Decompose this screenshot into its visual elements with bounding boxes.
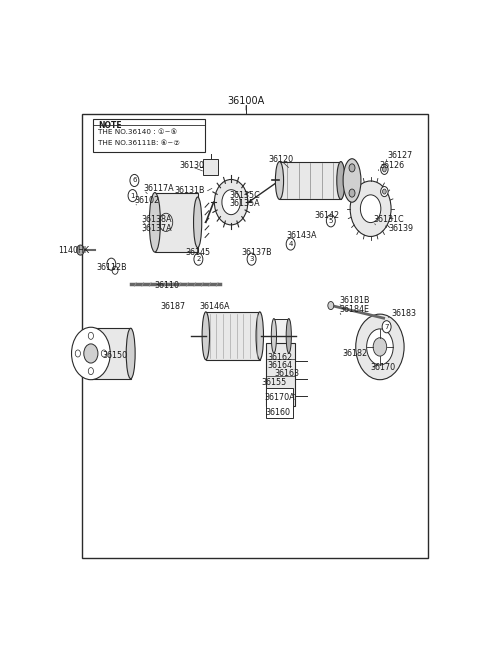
Circle shape — [383, 167, 386, 172]
Bar — [206, 312, 260, 360]
Circle shape — [130, 174, 139, 187]
Text: 36131C: 36131C — [373, 215, 404, 224]
Bar — [94, 119, 205, 152]
Text: 2: 2 — [196, 256, 201, 262]
Text: 6: 6 — [132, 178, 137, 183]
Circle shape — [360, 195, 381, 223]
Text: 36139: 36139 — [388, 224, 413, 233]
Ellipse shape — [149, 193, 160, 252]
Text: 36142: 36142 — [314, 212, 340, 220]
Ellipse shape — [193, 197, 202, 248]
Circle shape — [101, 350, 107, 357]
Circle shape — [222, 190, 240, 215]
Circle shape — [326, 215, 335, 227]
Text: 36164: 36164 — [268, 360, 293, 369]
Text: 36182: 36182 — [343, 349, 368, 358]
Text: 36170A: 36170A — [265, 393, 296, 402]
Text: 36110: 36110 — [155, 281, 180, 290]
Circle shape — [382, 321, 391, 333]
Text: 36163: 36163 — [275, 369, 300, 378]
Text: 36145: 36145 — [186, 248, 211, 257]
Text: 36187: 36187 — [161, 302, 186, 311]
Circle shape — [356, 314, 404, 380]
Circle shape — [350, 181, 391, 236]
Text: 36183: 36183 — [391, 309, 416, 318]
Text: 36137B: 36137B — [242, 248, 273, 257]
Text: 1140HK: 1140HK — [59, 246, 90, 255]
Text: 5: 5 — [329, 218, 333, 224]
Text: NOTE: NOTE — [98, 121, 121, 130]
Bar — [203, 159, 218, 176]
Circle shape — [286, 238, 295, 250]
Circle shape — [75, 350, 81, 357]
Ellipse shape — [271, 318, 276, 353]
Circle shape — [328, 301, 334, 310]
Circle shape — [373, 338, 387, 356]
Circle shape — [383, 189, 386, 194]
Ellipse shape — [337, 162, 345, 199]
Circle shape — [84, 344, 98, 363]
Text: 36146A: 36146A — [199, 302, 229, 311]
Bar — [92, 328, 131, 379]
Text: 36160: 36160 — [265, 408, 290, 417]
Bar — [83, 114, 428, 558]
Bar — [155, 193, 198, 252]
Circle shape — [88, 367, 94, 375]
Circle shape — [72, 328, 110, 380]
Ellipse shape — [343, 159, 361, 202]
Text: 36138A: 36138A — [141, 215, 171, 224]
Text: 36184E: 36184E — [339, 305, 369, 314]
Text: 36131B: 36131B — [175, 186, 205, 195]
Text: 1: 1 — [130, 193, 135, 198]
Text: 36100A: 36100A — [228, 96, 264, 106]
Text: 36170: 36170 — [371, 363, 396, 371]
Text: 36117A: 36117A — [144, 184, 174, 193]
Text: 36127: 36127 — [387, 151, 413, 160]
Circle shape — [381, 187, 388, 196]
Bar — [266, 343, 296, 406]
Circle shape — [247, 253, 256, 265]
Text: 36120: 36120 — [269, 155, 294, 164]
Bar — [279, 162, 341, 199]
Text: 4: 4 — [288, 241, 293, 247]
Text: 36135C: 36135C — [229, 191, 260, 200]
Text: 3: 3 — [249, 256, 254, 262]
Text: 36130: 36130 — [180, 161, 204, 170]
Circle shape — [194, 253, 203, 265]
Ellipse shape — [256, 312, 264, 360]
Text: 36126: 36126 — [379, 161, 404, 170]
Text: 36162: 36162 — [268, 352, 293, 362]
Circle shape — [128, 189, 137, 202]
Text: 36112B: 36112B — [97, 263, 127, 272]
Circle shape — [215, 179, 248, 225]
Circle shape — [88, 332, 94, 339]
Text: 36137A: 36137A — [141, 224, 172, 233]
Bar — [274, 318, 289, 353]
Circle shape — [77, 245, 84, 255]
Circle shape — [381, 164, 388, 174]
Text: 36102: 36102 — [134, 196, 159, 205]
Text: 36155: 36155 — [261, 378, 287, 386]
Bar — [266, 388, 293, 417]
Ellipse shape — [126, 328, 135, 379]
Text: 36181B: 36181B — [339, 296, 370, 305]
Circle shape — [349, 164, 355, 172]
Circle shape — [349, 189, 355, 197]
Text: THE NO.36140 : ①~⑤: THE NO.36140 : ①~⑤ — [98, 129, 177, 135]
Text: 36143A: 36143A — [286, 231, 317, 240]
Ellipse shape — [276, 162, 284, 199]
Text: 36135A: 36135A — [229, 199, 260, 208]
Ellipse shape — [202, 312, 210, 360]
Text: THE NO.36111B: ⑥~⑦: THE NO.36111B: ⑥~⑦ — [98, 140, 180, 146]
Circle shape — [367, 329, 393, 365]
Ellipse shape — [286, 318, 291, 353]
Text: 7: 7 — [384, 324, 389, 329]
Text: 36150: 36150 — [103, 352, 128, 360]
